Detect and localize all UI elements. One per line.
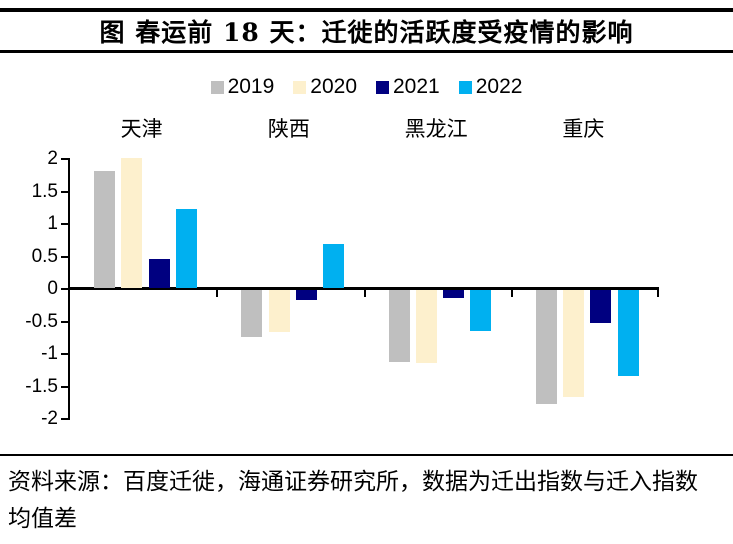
source-note: 资料来源：百度迁徙，海通证券研究所，数据为迁出指数与迁入指数均值差 bbox=[8, 469, 698, 532]
legend-label: 2022 bbox=[475, 75, 523, 98]
y-axis-tick bbox=[61, 385, 70, 388]
bar-陕西-2020 bbox=[268, 290, 290, 332]
category-label: 陕西 bbox=[267, 117, 310, 141]
y-axis-tick-label: -1.5 bbox=[25, 375, 58, 397]
chart-title-bar: 图 春运前 18 天：迁徙的活跃度受疫情的影响 bbox=[0, 8, 733, 53]
bar-黑龙江-2022 bbox=[470, 290, 492, 331]
bar-黑龙江-2019 bbox=[388, 290, 410, 362]
x-axis-end-tick bbox=[657, 287, 659, 297]
category-label: 重庆 bbox=[562, 117, 605, 141]
footer-divider bbox=[0, 454, 733, 456]
plot-area: 2 1.5 1 0.5 0 -0.5 -1 -1.5 -2 bbox=[25, 149, 659, 429]
category-label: 黑龙江 bbox=[404, 117, 468, 141]
legend-item-2019: 2019 bbox=[210, 75, 275, 99]
y-axis-tick bbox=[61, 353, 70, 355]
category-label: 天津 bbox=[120, 117, 163, 141]
y-axis-tick bbox=[61, 288, 70, 290]
y-axis-tick-label: 1 bbox=[47, 213, 58, 234]
y-axis-tick-label: -0.5 bbox=[25, 310, 58, 332]
y-axis-tick-label: 0 bbox=[47, 278, 58, 299]
y-axis-tick bbox=[61, 418, 70, 420]
x-axis-line bbox=[70, 287, 659, 290]
x-axis-tick bbox=[363, 290, 366, 297]
bar-陕西-2021 bbox=[295, 290, 317, 301]
y-axis-tick bbox=[61, 255, 70, 258]
bar-黑龙江-2021 bbox=[443, 290, 465, 299]
category-labels-row: 天津 陕西 黑龙江 重庆 bbox=[68, 113, 657, 143]
legend-label: 2021 bbox=[393, 75, 440, 98]
y-axis-tick bbox=[61, 223, 70, 225]
bar-天津-2020 bbox=[121, 158, 143, 288]
bar-天津-2021 bbox=[148, 258, 170, 288]
y-axis-tick-label: -1 bbox=[41, 343, 58, 364]
bar-天津-2022 bbox=[175, 208, 197, 288]
legend-swatch-icon bbox=[376, 80, 389, 94]
legend-label: 2019 bbox=[227, 75, 275, 98]
chart-legend: 2019 2020 2021 2022 bbox=[0, 75, 733, 99]
y-axis-tick bbox=[61, 158, 70, 160]
bar-陕西-2019 bbox=[241, 290, 263, 337]
bar-黑龙江-2020 bbox=[415, 290, 437, 364]
y-axis-tick bbox=[61, 190, 70, 193]
y-axis-tick-label: 0.5 bbox=[31, 245, 58, 267]
legend-item-2020: 2020 bbox=[293, 75, 357, 99]
legend-swatch-icon bbox=[458, 80, 472, 94]
x-axis-tick bbox=[216, 290, 219, 297]
y-axis-tick-label: -2 bbox=[41, 408, 58, 429]
legend-swatch-icon bbox=[293, 80, 307, 94]
y-axis-tick-label: 2 bbox=[47, 148, 58, 169]
x-axis-tick bbox=[510, 290, 513, 297]
chart-title: 图 春运前 18 天：迁徙的活跃度受疫情的影响 bbox=[99, 18, 634, 47]
bar-重庆-2019 bbox=[535, 290, 557, 405]
legend-item-2022: 2022 bbox=[458, 75, 523, 99]
y-axis-tick-label: 1.5 bbox=[31, 180, 58, 202]
bar-陕西-2022 bbox=[323, 243, 345, 288]
bar-天津-2019 bbox=[94, 171, 115, 288]
legend-swatch-icon bbox=[210, 80, 224, 94]
bar-重庆-2020 bbox=[563, 290, 585, 397]
legend-label: 2020 bbox=[310, 75, 357, 98]
bar-重庆-2022 bbox=[617, 290, 639, 377]
legend-item-2021: 2021 bbox=[376, 75, 440, 99]
bar-重庆-2021 bbox=[590, 290, 612, 323]
y-axis-tick bbox=[61, 320, 70, 323]
